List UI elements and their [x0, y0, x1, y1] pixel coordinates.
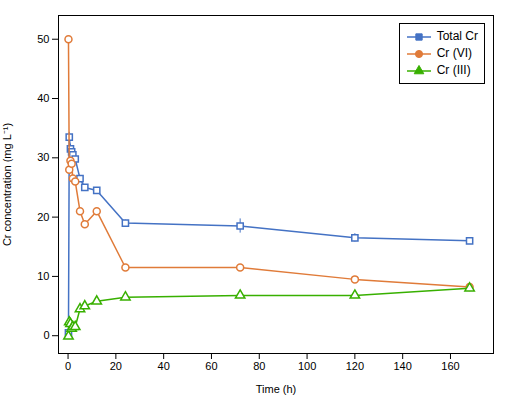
svg-text:60: 60 [205, 360, 217, 372]
svg-text:20: 20 [37, 211, 49, 223]
svg-text:160: 160 [441, 360, 459, 372]
svg-text:40: 40 [158, 360, 170, 372]
html-text:Total Cr: Total Cr [436, 29, 478, 43]
svg-text:120: 120 [346, 360, 364, 372]
svg-text:0: 0 [65, 360, 71, 372]
svg-text:40: 40 [37, 92, 49, 104]
html-text:Cr (VI): Cr (VI) [436, 46, 472, 60]
svg-text:0: 0 [43, 329, 49, 341]
svg-text:140: 140 [393, 360, 411, 372]
svg-text:100: 100 [298, 360, 316, 372]
svg-text:20: 20 [110, 360, 122, 372]
svg-text:30: 30 [37, 151, 49, 163]
svg-text:10: 10 [37, 270, 49, 282]
html-text:Cr (III): Cr (III) [436, 63, 471, 77]
svg-text:50: 50 [37, 33, 49, 45]
svg-text:80: 80 [253, 360, 265, 372]
svg-text:Time (h): Time (h) [256, 383, 297, 395]
svg-text:Cr concentration (mg L⁻¹): Cr concentration (mg L⁻¹) [1, 123, 13, 246]
